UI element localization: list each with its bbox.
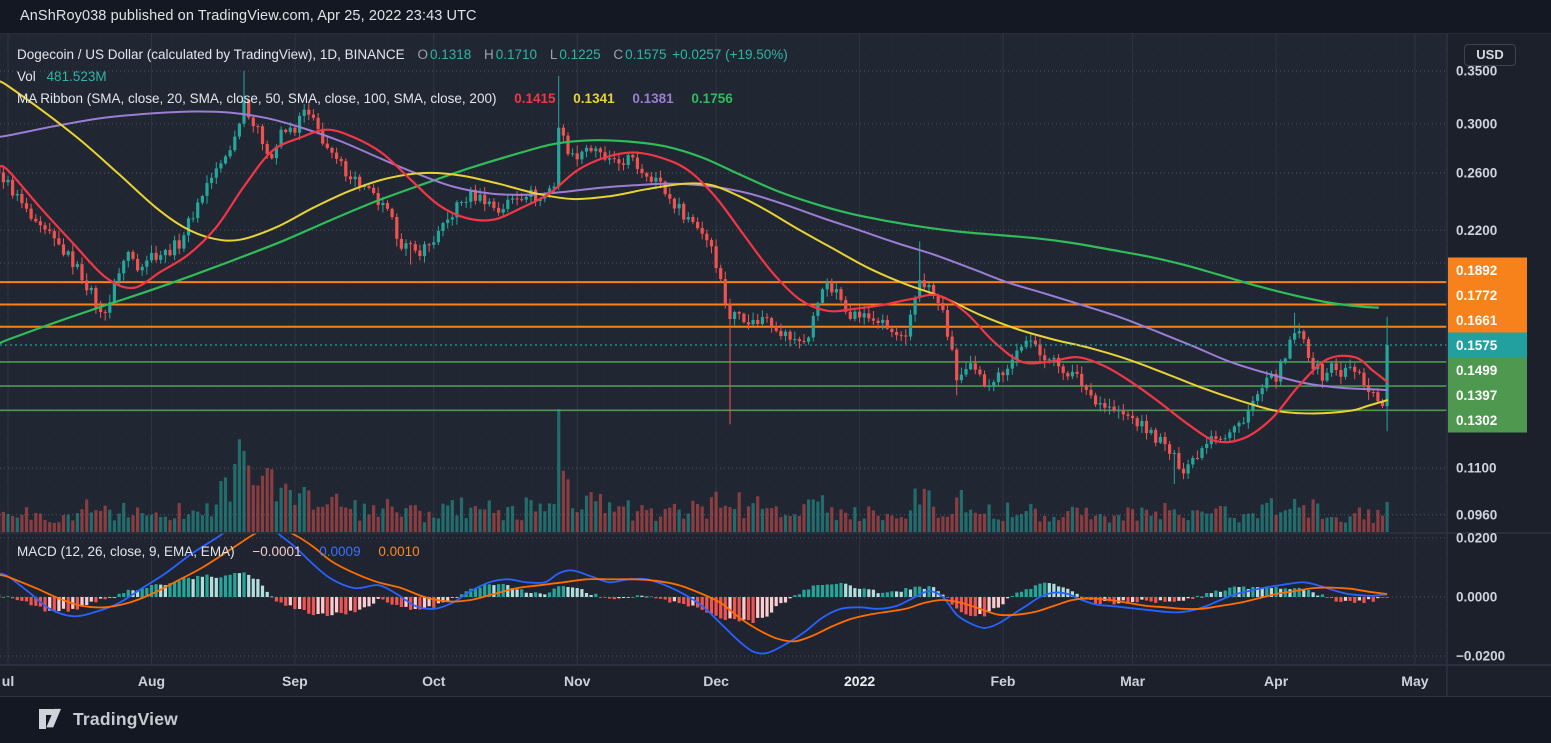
macd-label: MACD (12, 26, close, 9, EMA, EMA) [17, 543, 235, 559]
macd-line-value: 0.0009 [319, 543, 361, 559]
volume-legend: Vol 481.523M [17, 68, 107, 84]
symbol-title: Dogecoin / US Dollar (calculated by Trad… [17, 46, 405, 62]
svg-text:0.0000: 0.0000 [1456, 590, 1497, 605]
volume-key: Vol [17, 68, 36, 84]
change-value: +0.0257 (+19.50%) [672, 46, 788, 62]
svg-text:0.3000: 0.3000 [1456, 116, 1497, 131]
svg-text:2022: 2022 [844, 673, 875, 689]
svg-text:0.1397: 0.1397 [1456, 388, 1497, 403]
currency-toggle-button[interactable]: USD [1464, 44, 1516, 66]
price-chart-canvas[interactable]: 0.3500 0.3000 0.2600 0.2200 0.1100 0.0960 0.18… [0, 33, 1551, 697]
svg-text:0.1302: 0.1302 [1456, 413, 1497, 428]
svg-text:0.2600: 0.2600 [1456, 166, 1497, 181]
svg-text:Mar: Mar [1120, 673, 1145, 689]
svg-text:0.0200: 0.0200 [1456, 531, 1497, 546]
publish-header: AnShRoy038 published on TradingView.com,… [0, 0, 1551, 33]
svg-text:Sep: Sep [282, 673, 308, 689]
close-key: C [613, 46, 624, 62]
svg-text:Aug: Aug [138, 673, 165, 689]
svg-text:−0.0200: −0.0200 [1456, 649, 1505, 664]
symbol-legend: Dogecoin / US Dollar (calculated by Trad… [17, 46, 788, 62]
open-key: O [417, 46, 428, 62]
tradingview-brand-text: TradingView [73, 708, 178, 729]
svg-text:May: May [1401, 673, 1428, 689]
footer-bar: TradingView [0, 697, 1551, 743]
svg-text:Oct: Oct [422, 673, 446, 689]
close-value: 0.1575 [625, 46, 667, 62]
ma-ribbon-legend: MA Ribbon (SMA, close, 20, SMA, close, 5… [17, 90, 733, 106]
low-value: 0.1225 [559, 46, 601, 62]
svg-text:Dec: Dec [703, 673, 729, 689]
svg-text:Feb: Feb [991, 673, 1016, 689]
publish-attribution: AnShRoy038 published on TradingView.com,… [20, 8, 477, 24]
macd-hist-value: −0.0001 [252, 543, 302, 559]
tradingview-brand-link[interactable]: TradingView [38, 708, 178, 730]
svg-text:0.1772: 0.1772 [1456, 288, 1497, 303]
svg-text:Nov: Nov [564, 673, 591, 689]
svg-text:0.3500: 0.3500 [1456, 64, 1497, 79]
svg-text:0.1575: 0.1575 [1456, 338, 1498, 353]
svg-text:0.0960: 0.0960 [1456, 507, 1497, 522]
svg-text:Apr: Apr [1264, 673, 1289, 689]
sma20-value: 0.1415 [514, 90, 556, 106]
svg-text:0.1499: 0.1499 [1456, 363, 1497, 378]
svg-text:0.1661: 0.1661 [1456, 313, 1498, 328]
svg-text:0.1892: 0.1892 [1456, 263, 1497, 278]
high-value: 0.1710 [495, 46, 538, 62]
svg-text:ul: ul [2, 673, 14, 689]
sma50-value: 0.1341 [573, 90, 615, 106]
sma100-value: 0.1381 [632, 90, 674, 106]
macd-legend: MACD (12, 26, close, 9, EMA, EMA) −0.000… [17, 543, 420, 559]
svg-text:0.1100: 0.1100 [1456, 461, 1497, 476]
open-value: 0.1318 [429, 46, 472, 62]
tradingview-logo-icon [38, 708, 64, 730]
sma200-value: 0.1756 [691, 90, 733, 106]
ma-ribbon-label: MA Ribbon (SMA, close, 20, SMA, close, 5… [17, 90, 497, 106]
volume-value: 481.523M [46, 68, 107, 84]
svg-text:0.2200: 0.2200 [1456, 223, 1497, 238]
low-key: L [549, 46, 558, 62]
high-key: H [484, 46, 494, 62]
macd-signal-value: 0.0010 [378, 543, 420, 559]
